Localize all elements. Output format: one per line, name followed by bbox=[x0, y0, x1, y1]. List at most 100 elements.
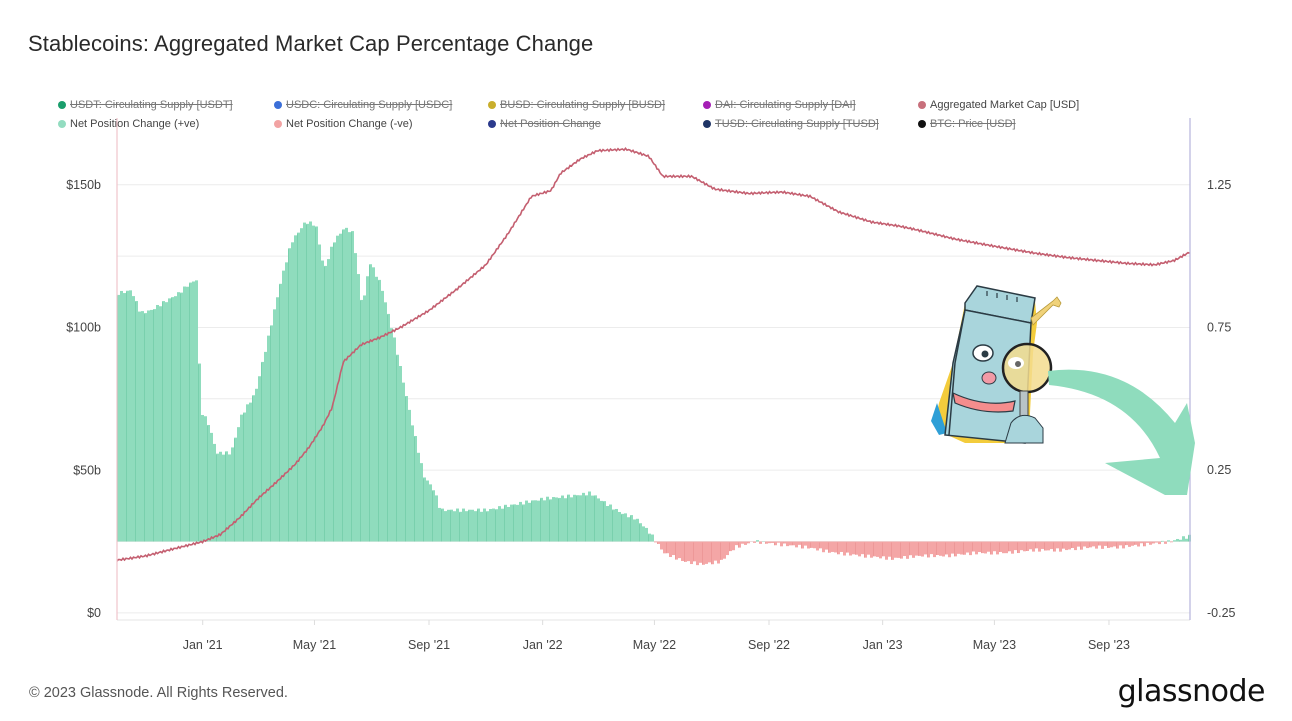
negative-bar bbox=[1074, 541, 1077, 551]
positive-bar bbox=[1167, 540, 1170, 542]
negative-bar bbox=[879, 541, 882, 559]
legend-item-aggregated-market-cap[interactable]: Aggregated Market Cap [USD] bbox=[918, 99, 1079, 111]
negative-bar bbox=[1014, 541, 1017, 551]
negative-bar bbox=[891, 541, 894, 560]
negative-bar bbox=[1077, 541, 1080, 547]
negative-bar bbox=[993, 541, 996, 552]
positive-bar bbox=[219, 451, 222, 542]
negative-bar bbox=[873, 541, 876, 557]
legend-label: USDC: Circulating Supply [USDC] bbox=[286, 99, 453, 111]
positive-bar bbox=[462, 508, 465, 542]
negative-bar bbox=[960, 541, 963, 555]
negative-bar bbox=[1149, 541, 1152, 545]
legend-dot-icon bbox=[488, 120, 496, 128]
x-tick-label: May '23 bbox=[973, 638, 1016, 652]
left-tick-label: $50b bbox=[73, 463, 101, 477]
negative-bar bbox=[927, 541, 930, 558]
negative-bar bbox=[1134, 541, 1137, 545]
legend-item-net-position-negative[interactable]: Net Position Change (-ve) bbox=[274, 118, 413, 130]
positive-bar bbox=[249, 402, 252, 542]
negative-bar bbox=[675, 541, 678, 560]
negative-bar bbox=[1065, 541, 1068, 551]
positive-bar bbox=[276, 297, 279, 542]
negative-bar bbox=[1143, 541, 1146, 547]
legend-item-usdc[interactable]: USDC: Circulating Supply [USDC] bbox=[274, 99, 452, 111]
negative-bar bbox=[948, 541, 951, 558]
positive-bar bbox=[531, 500, 534, 542]
mascot-icon bbox=[931, 285, 1062, 444]
positive-bar bbox=[645, 527, 648, 542]
positive-bar bbox=[546, 496, 549, 542]
positive-bar bbox=[492, 508, 495, 542]
positive-bar bbox=[615, 508, 618, 542]
positive-bar bbox=[1179, 539, 1182, 542]
negative-bar bbox=[1035, 541, 1038, 549]
positive-bar bbox=[510, 504, 513, 542]
legend-item-net-position-change[interactable]: Net Position Change bbox=[488, 118, 601, 130]
chart-title: Stablecoins: Aggregated Market Cap Perce… bbox=[28, 31, 594, 56]
legend-item-busd[interactable]: BUSD: Circulating Supply [BUSD] bbox=[488, 99, 665, 111]
positive-bar bbox=[321, 260, 324, 542]
positive-bar bbox=[129, 290, 132, 542]
legend-item-btc-price[interactable]: BTC: Price [USD] bbox=[918, 118, 1016, 130]
negative-bar bbox=[786, 541, 789, 547]
negative-bar bbox=[768, 541, 771, 544]
positive-bar bbox=[495, 509, 498, 542]
negative-bar bbox=[687, 541, 690, 562]
negative-bar bbox=[1086, 541, 1089, 549]
negative-bar bbox=[1131, 541, 1134, 546]
negative-bar bbox=[783, 541, 786, 544]
negative-bar bbox=[843, 541, 846, 556]
positive-bar bbox=[453, 511, 456, 542]
negative-bar bbox=[837, 541, 840, 555]
legend-item-net-position-positive[interactable]: Net Position Change (+ve) bbox=[58, 118, 199, 130]
positive-bar bbox=[417, 452, 420, 542]
positive-bar bbox=[594, 495, 597, 542]
positive-bar bbox=[225, 451, 228, 542]
positive-bar bbox=[216, 453, 219, 542]
positive-bar bbox=[534, 500, 537, 542]
legend-label: BUSD: Circulating Supply [BUSD] bbox=[500, 99, 666, 111]
legend-item-usdt[interactable]: USDT: Circulating Supply [USDT] bbox=[58, 99, 233, 111]
negative-bar bbox=[876, 541, 879, 557]
negative-bar bbox=[1104, 541, 1107, 546]
negative-bar bbox=[957, 541, 960, 554]
legend-label: USDT: Circulating Supply [USDT] bbox=[70, 99, 233, 111]
negative-bar bbox=[693, 541, 696, 562]
negative-bar bbox=[681, 541, 684, 562]
legend-item-tusd[interactable]: TUSD: Circulating Supply [TUSD] bbox=[703, 118, 879, 130]
left-tick-label: $150b bbox=[66, 178, 101, 192]
market-cap-line bbox=[116, 147, 1190, 562]
negative-bar bbox=[660, 541, 663, 550]
mascot-annotation bbox=[931, 285, 1195, 495]
positive-bar bbox=[153, 309, 156, 542]
x-tick-label: Jan '21 bbox=[183, 638, 223, 652]
positive-bar bbox=[342, 229, 345, 542]
right-tick-label: 0.25 bbox=[1207, 463, 1231, 477]
positive-bar bbox=[120, 290, 123, 542]
positive-bar bbox=[519, 501, 522, 542]
negative-bar bbox=[966, 541, 969, 553]
negative-bar bbox=[738, 541, 741, 548]
positive-bar bbox=[348, 232, 351, 542]
positive-bar bbox=[1161, 540, 1164, 542]
positive-bar bbox=[273, 309, 276, 542]
negative-bar bbox=[1113, 541, 1116, 547]
legend-label: DAI: Circulating Supply [DAI] bbox=[715, 99, 856, 111]
positive-bar bbox=[267, 335, 270, 542]
negative-bar bbox=[1059, 541, 1062, 552]
negative-bar bbox=[1047, 541, 1050, 551]
negative-bar bbox=[1023, 541, 1026, 552]
positive-bar bbox=[168, 298, 171, 542]
negative-bar bbox=[849, 541, 852, 556]
negative-bar bbox=[672, 541, 675, 556]
legend-item-dai[interactable]: DAI: Circulating Supply [DAI] bbox=[703, 99, 856, 111]
negative-bar bbox=[771, 541, 774, 543]
negative-bar bbox=[930, 541, 933, 555]
negative-bar bbox=[741, 541, 744, 544]
negative-bar bbox=[987, 541, 990, 552]
positive-bar bbox=[381, 290, 384, 542]
positive-bar bbox=[507, 506, 510, 542]
negative-bar bbox=[666, 541, 669, 554]
